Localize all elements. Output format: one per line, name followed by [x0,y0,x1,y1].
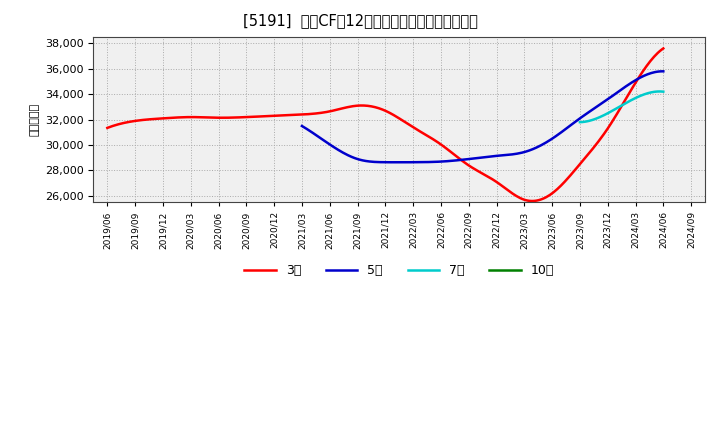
3年 [105,125,114,130]
7年 [626,98,635,103]
5年 [297,123,306,128]
3年 [432,139,441,144]
3年 [609,117,618,123]
3年 [444,147,452,152]
7年 [625,99,634,104]
Line: 5年: 5年 [302,71,663,162]
Y-axis label: （百万円）: （百万円） [30,103,40,136]
3年 [527,198,536,204]
5年 [659,69,667,74]
Text: [5191]  営業CFの12か月移動合計の平均値の推移: [5191] 営業CFの12か月移動合計の平均値の推移 [243,13,477,28]
Line: 7年: 7年 [580,92,663,122]
5年 [658,69,667,74]
7年 [655,89,664,94]
Legend: 3年, 5年, 7年, 10年: 3年, 5年, 7年, 10年 [239,259,559,282]
3年 [573,164,582,169]
3年 [103,125,112,131]
5年 [514,151,523,156]
7年 [576,120,585,125]
5年 [626,81,635,86]
3年 [659,46,667,51]
3年 [434,140,443,145]
7年 [575,120,584,125]
7年 [659,89,667,94]
7年 [646,90,654,95]
7年 [625,99,634,104]
5年 [299,124,307,129]
5年 [520,150,528,155]
5年 [603,97,612,102]
7年 [651,89,660,94]
5年 [393,160,402,165]
Line: 3年: 3年 [107,48,663,201]
5年 [513,151,521,156]
